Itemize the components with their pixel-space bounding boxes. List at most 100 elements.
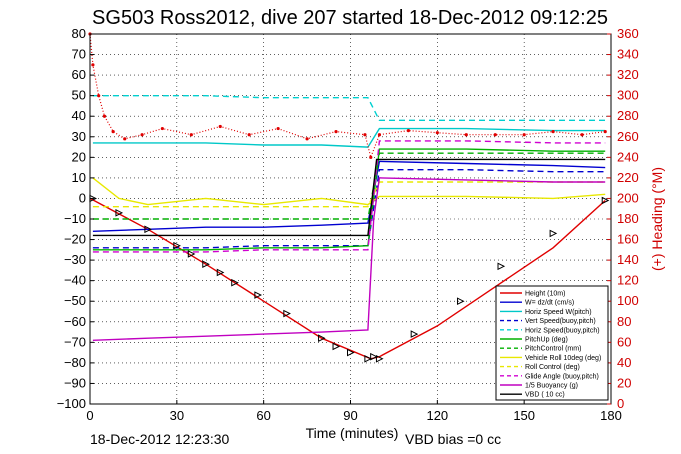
heading-point <box>140 133 144 137</box>
x-tick-label: 150 <box>513 408 535 423</box>
depth-marker <box>144 225 153 234</box>
x-tick-label: 60 <box>256 408 270 423</box>
heading-point <box>91 63 95 67</box>
y-right-tick-label: 320 <box>617 67 639 82</box>
y-right-tick-label: 40 <box>617 355 631 370</box>
legend-label: Roll Control (deg) <box>525 364 580 371</box>
footer-vbd-bias: VBD bias =0 cc <box>405 431 501 447</box>
y-tick-label: −20 <box>64 232 86 247</box>
depth-marker <box>332 342 341 351</box>
y-right-tick-label: 60 <box>617 334 631 349</box>
legend: Height (10m) W= dz/dt (cm/s) Horiz Speed W… <box>495 285 609 401</box>
legend-label: 1/5 Buoyancy (g) <box>525 383 578 390</box>
series-line-10 <box>92 140 606 253</box>
heading-point <box>493 133 497 137</box>
legend-label: Glide Angle (buoy,pitch) <box>525 373 599 380</box>
y-tick-label: 70 <box>72 47 86 62</box>
y-tick-label: −90 <box>64 375 86 390</box>
series-line-3 <box>92 127 606 148</box>
heading-point <box>406 129 410 133</box>
heading-point <box>123 137 127 141</box>
y-tick-label: −70 <box>64 334 86 349</box>
heading-point <box>111 130 115 134</box>
heading-point <box>369 155 373 159</box>
depth-marker <box>254 291 262 299</box>
y-tick-label: 30 <box>72 129 86 144</box>
y-tick-label: 20 <box>72 149 86 164</box>
y-tick-label: −10 <box>64 211 86 226</box>
x-tick-label: 90 <box>343 408 357 423</box>
legend-label: VBD ( 10 cc) <box>525 392 565 399</box>
heading-point <box>551 130 555 134</box>
x-tick-label: 120 <box>426 408 448 423</box>
y-right-tick-label: 340 <box>617 47 639 62</box>
heading-point <box>102 114 107 118</box>
y-right-tick-label: 200 <box>617 190 639 205</box>
y-right-tick-label: 300 <box>617 88 639 103</box>
y-tick-label: −50 <box>64 293 86 308</box>
heading-point <box>247 133 251 137</box>
y-right-tick-label: 120 <box>617 273 639 288</box>
heading-point <box>363 133 367 137</box>
depth-marker <box>375 354 384 363</box>
y-right-tick-label: 260 <box>617 129 639 144</box>
chart-title: SG503 Ross2012, dive 207 started 18-Dec-… <box>92 7 608 29</box>
depth-marker <box>187 250 196 258</box>
series-line-4 <box>92 168 606 249</box>
series-line-9 <box>92 181 606 208</box>
depth-marker <box>601 196 610 205</box>
y-right-tick-label: 360 <box>617 26 639 41</box>
heading-point <box>522 133 526 137</box>
footer-timestamp: 18-Dec-2012 12:23:30 <box>90 431 230 447</box>
heading-point <box>218 124 222 129</box>
heading-point <box>377 133 382 137</box>
legend-label: PitchControl (mm) <box>525 346 581 353</box>
depth-marker <box>115 209 124 217</box>
series-line-12 <box>92 158 606 237</box>
depth-marker <box>497 262 506 271</box>
y-tick-label: 40 <box>72 108 86 123</box>
y-tick-label: −40 <box>64 273 86 288</box>
heading-point <box>305 137 309 141</box>
legend-label: Vert Speed(buoy,pitch) <box>525 318 596 325</box>
y-right-axis-ticks: 0 20 40 60 80 100 120 140 160 180 200 220 240 260 280 3… <box>607 26 639 411</box>
legend-label: W= dz/dt (cm/s) <box>525 300 574 307</box>
x-axis-ticks: 0 30 60 90 120 150 180 <box>86 400 622 423</box>
legend-label: Horiz Speed(buoy,pitch) <box>525 327 600 334</box>
depth-marker <box>456 297 465 306</box>
heading-point <box>435 131 439 135</box>
depth-marker <box>231 278 239 287</box>
y-right-tick-label: 0 <box>617 396 624 411</box>
y-right-axis-label: (+) Heading (°M) <box>649 167 665 271</box>
legend-label: Vehicle Roll 10deg (deg) <box>525 355 601 362</box>
series-line-6 <box>92 148 606 251</box>
y-axis-ticks: −100−90−80−70−60−50−40−30−20−10010203040… <box>57 26 94 411</box>
legend-label: PitchUp (deg) <box>525 337 568 344</box>
series-line-8 <box>92 177 606 206</box>
depth-marker <box>216 268 225 277</box>
y-tick-label: −100 <box>57 396 86 411</box>
series-line-7 <box>92 152 606 220</box>
depth-marker <box>283 309 291 318</box>
depth-marker <box>318 334 326 343</box>
depth-marker <box>202 260 210 269</box>
series-line-2 <box>92 160 606 232</box>
heading-point <box>97 94 101 98</box>
y-right-tick-label: 180 <box>617 211 639 226</box>
series-line-11 <box>92 177 606 341</box>
y-tick-label: −60 <box>64 314 86 329</box>
depth-marker <box>347 348 355 357</box>
y-right-tick-label: 160 <box>617 232 639 247</box>
x-tick-label: 180 <box>600 408 622 423</box>
heading-point <box>603 130 607 134</box>
y-right-tick-label: 20 <box>617 375 631 390</box>
heading-point <box>580 133 584 137</box>
y-tick-label: 80 <box>72 26 86 41</box>
y-tick-label: 0 <box>79 190 86 205</box>
y-tick-label: −80 <box>64 355 86 370</box>
y-right-tick-label: 280 <box>617 108 639 123</box>
heading-point <box>464 133 468 137</box>
x-tick-label: 30 <box>170 408 184 423</box>
y-right-tick-label: 220 <box>617 170 639 185</box>
